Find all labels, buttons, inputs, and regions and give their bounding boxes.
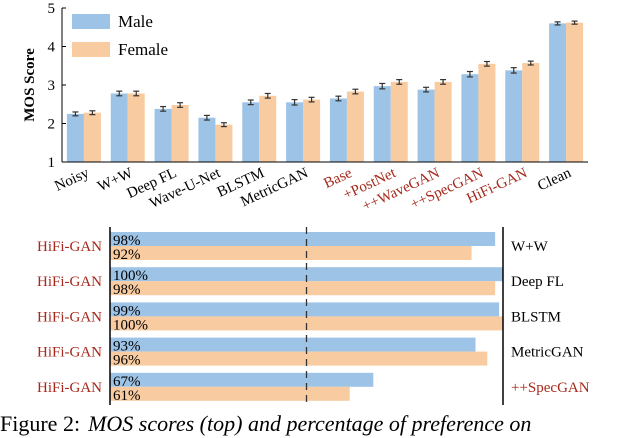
legend-swatch-female xyxy=(72,42,110,57)
pref-right-label-metricgan: MetricGAN xyxy=(511,345,584,361)
pref-value-male-row-2: 100% xyxy=(113,268,148,284)
pref-bar-female-row-4 xyxy=(110,351,488,366)
pref-value-male-row-3: 99% xyxy=(113,303,141,319)
error-bar-female-base xyxy=(352,88,359,95)
figure-caption: Figure 2: MOS scores (top) and percentage… xyxy=(0,410,630,438)
mos-bars xyxy=(66,20,584,163)
bar-female-hifi-gan xyxy=(522,63,540,162)
bar-male-w-w xyxy=(110,93,128,162)
error-bar-male-blstm xyxy=(247,99,254,106)
x-tick-label-noisy: Noisy xyxy=(52,165,92,195)
pref-bar-female-row-2 xyxy=(110,281,496,296)
bar-male-wave-u-net xyxy=(198,117,216,162)
bar-female-base xyxy=(346,91,364,162)
y-axis-title: MOS Score xyxy=(22,48,38,122)
y-tick-label-2: 2 xyxy=(48,117,56,133)
caption-number: Figure 2: xyxy=(0,411,81,436)
error-bar-male-wave-u-net xyxy=(203,114,210,121)
error-bar-female-deep-fl xyxy=(177,102,184,108)
pref-bar-male-row-4 xyxy=(110,337,476,352)
caption-text: MOS scores (top) and percentage of prefe… xyxy=(88,411,532,436)
pref-bar-female-row-1 xyxy=(110,246,472,260)
bar-male-clean xyxy=(549,23,567,163)
error-bar-male-hifi-gan xyxy=(510,67,517,74)
legend-label-female: Female xyxy=(118,40,168,59)
y-tick-label-4: 4 xyxy=(48,40,56,56)
bar-male-postnet xyxy=(373,86,391,162)
pref-value-female-row-4: 96% xyxy=(113,353,141,369)
error-bar-female-w-w xyxy=(133,90,140,97)
bar-male-specgan xyxy=(461,74,479,162)
error-bar-female-blstm xyxy=(264,92,271,99)
bar-male-blstm xyxy=(242,102,260,162)
bar-female-wave-u-net xyxy=(215,124,233,162)
bar-male-metricgan xyxy=(286,102,304,162)
legend: Male Female xyxy=(72,12,168,59)
pref-left-label-row-5: HiFi-GAN xyxy=(37,380,102,396)
error-bar-female-metricgan xyxy=(308,96,315,103)
x-tick-label-clean: Clean xyxy=(535,165,574,194)
pref-value-female-row-1: 92% xyxy=(113,247,141,263)
bar-female-blstm xyxy=(259,95,277,162)
pref-left-label-row-2: HiFi-GAN xyxy=(37,274,102,290)
pref-left-label-row-1: HiFi-GAN xyxy=(37,239,102,255)
pref-bar-male-row-2 xyxy=(110,267,503,282)
pref-right-label-specgan: ++SpecGAN xyxy=(511,380,590,396)
bar-female-specgan xyxy=(478,63,496,163)
error-bar-male-noisy xyxy=(72,111,79,117)
pref-value-female-row-3: 100% xyxy=(113,317,148,333)
y-tick-label-1: 1 xyxy=(48,155,56,171)
bar-male-hifi-gan xyxy=(505,70,523,162)
bar-male-noisy xyxy=(66,113,84,162)
error-bar-male-base xyxy=(335,95,342,102)
legend-swatch-male xyxy=(72,14,110,29)
error-bar-female-postnet xyxy=(396,79,403,85)
error-bar-female-wave-u-net xyxy=(220,122,227,128)
bar-male-base xyxy=(329,98,347,162)
error-bar-male-wavegan xyxy=(423,86,430,93)
bar-female-metricgan xyxy=(303,99,321,162)
pref-bar-female-row-5 xyxy=(110,386,350,401)
bar-male-wavegan xyxy=(417,89,435,162)
error-bar-male-metricgan xyxy=(291,99,298,106)
pref-right-label-deep-fl: Deep FL xyxy=(511,274,564,290)
pref-bar-male-row-1 xyxy=(110,232,496,246)
pref-right-label-blstm: BLSTM xyxy=(511,309,561,325)
error-bar-male-deep-fl xyxy=(160,105,167,112)
bar-male-deep-fl xyxy=(154,108,172,162)
error-bar-male-clean xyxy=(554,21,561,26)
pref-value-male-row-5: 67% xyxy=(113,374,141,390)
error-bar-female-clean xyxy=(571,20,578,25)
bar-female-postnet xyxy=(390,81,408,162)
error-bar-female-specgan xyxy=(483,60,490,67)
pref-value-male-row-1: 98% xyxy=(113,233,141,249)
error-bar-male-specgan xyxy=(466,70,473,78)
error-bar-female-noisy xyxy=(89,110,96,116)
error-bar-male-postnet xyxy=(379,82,386,90)
pref-right-label-w-w: W+W xyxy=(511,239,549,255)
bar-female-clean xyxy=(566,22,584,162)
pref-value-female-row-2: 98% xyxy=(113,282,141,298)
error-bar-female-hifi-gan xyxy=(527,60,534,66)
bar-female-w-w xyxy=(127,93,145,162)
bar-female-wavegan xyxy=(434,81,452,162)
pref-left-label-row-4: HiFi-GAN xyxy=(37,345,102,361)
legend-label-male: Male xyxy=(118,12,153,31)
error-bar-male-w-w xyxy=(116,90,123,97)
pref-left-label-row-3: HiFi-GAN xyxy=(37,309,102,325)
y-tick-label-3: 3 xyxy=(48,78,56,94)
bar-female-deep-fl xyxy=(171,105,189,162)
pref-value-male-row-4: 93% xyxy=(113,339,141,355)
pref-bar-male-row-5 xyxy=(110,372,374,387)
bar-female-noisy xyxy=(83,112,101,162)
pref-bar-male-row-3 xyxy=(110,302,500,317)
error-bar-female-wavegan xyxy=(440,79,447,85)
pref-value-female-row-5: 61% xyxy=(113,388,141,404)
y-tick-label-5: 5 xyxy=(48,1,56,17)
